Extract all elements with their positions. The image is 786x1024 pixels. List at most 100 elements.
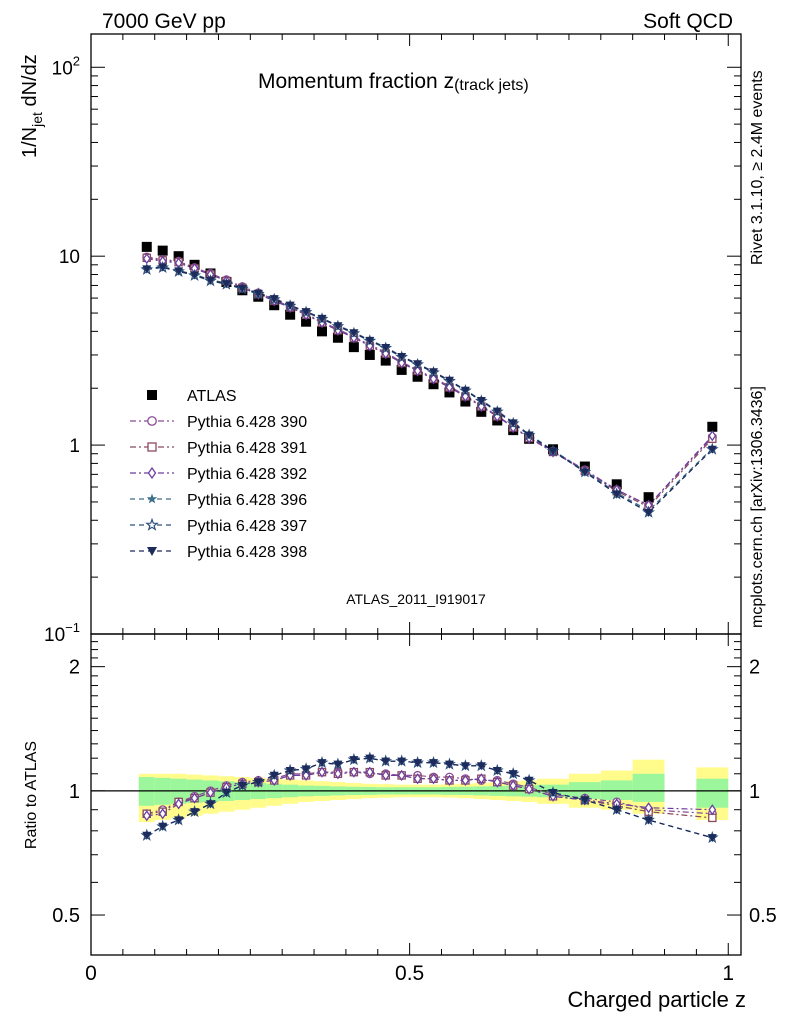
- ratio-y-tick-label-right: 2: [749, 657, 760, 679]
- atlas-data-point: [332, 332, 343, 343]
- atlas-data-point: [348, 342, 359, 353]
- mc-data-point: [365, 336, 375, 345]
- mc-data-point: [285, 301, 295, 310]
- legend-item: Pythia 6.428 397: [130, 517, 307, 535]
- ratio-point: [318, 766, 326, 778]
- ratio-point: [525, 783, 534, 795]
- ratio-point: [333, 768, 342, 780]
- legend-label: Pythia 6.428 397: [187, 518, 307, 535]
- ratio-band-inner: [696, 778, 729, 808]
- legend-item: ATLAS: [147, 388, 237, 405]
- ratio-point: [381, 769, 390, 782]
- ratio-band-inner: [632, 773, 665, 802]
- atlas-data-point: [301, 316, 312, 327]
- legend-item: Pythia 6.428 392: [130, 466, 307, 483]
- legend-item: Pythia 6.428 398: [130, 544, 307, 561]
- mc-data-point: [317, 314, 327, 323]
- ratio-point: [206, 787, 215, 799]
- mc-data-point: [548, 447, 558, 456]
- ratio-point: [158, 808, 167, 820]
- mc-data-point: [142, 265, 152, 274]
- ratio-point: [365, 766, 374, 778]
- atlas-data-point: [157, 245, 168, 256]
- mc-data-point: [381, 344, 391, 353]
- mc-data-point: [301, 308, 311, 317]
- legend-item: Pythia 6.428 396: [130, 492, 307, 509]
- ratio-point: [508, 770, 518, 779]
- x-tick-label: 1: [722, 962, 734, 985]
- side-rivet-label: Rivet 3.1.10, ≥ 2.4M events: [749, 70, 766, 265]
- mc-data-point: [253, 289, 263, 298]
- atlas-data-point: [707, 421, 718, 432]
- mc-data-point: [205, 276, 215, 285]
- y-tick-label: 1: [69, 436, 80, 457]
- analysis-id-label: ATLAS_2011_I919017: [346, 591, 486, 607]
- ratio-point: [158, 822, 168, 831]
- ratio-line: [146, 757, 713, 839]
- mc-data-point: [707, 445, 717, 454]
- ratio-point: [413, 773, 422, 785]
- atlas-data-point: [364, 349, 375, 360]
- mc-data-point: [413, 365, 422, 377]
- atlas-data-point: [412, 371, 423, 382]
- mc-data-point: [429, 368, 439, 377]
- ratio-point: [548, 789, 558, 798]
- mc-data-point: [460, 386, 470, 395]
- atlas-data-point: [173, 251, 184, 262]
- mc-data-point: [397, 353, 407, 362]
- atlas-data-point: [317, 326, 328, 337]
- mc-data-point: [492, 407, 502, 416]
- legend-marker: [147, 390, 157, 400]
- mc-data-point: [445, 381, 454, 394]
- main-frame: [90, 33, 742, 635]
- legend-label: Pythia 6.428 391: [187, 440, 307, 457]
- ratio-point: [190, 808, 200, 817]
- ratio-point: [524, 776, 534, 785]
- ratio-point: [349, 766, 358, 778]
- legend-item: Pythia 6.428 390: [130, 414, 307, 431]
- ratio-point: [190, 792, 199, 804]
- mc-data-point: [269, 295, 279, 304]
- ratio-point: [397, 757, 407, 766]
- ratio-point: [333, 760, 343, 769]
- ratio-point: [302, 769, 311, 782]
- legend-label: Pythia 6.428 390: [187, 414, 307, 431]
- ratio-line: [146, 771, 713, 817]
- mc-data-point: [508, 419, 518, 428]
- header-right: Soft QCD: [643, 10, 733, 33]
- y-tick-label: 10−1: [44, 620, 80, 646]
- ratio-point: [492, 766, 502, 776]
- ratio-point: [317, 759, 327, 768]
- ratio-point: [445, 774, 454, 787]
- ratio-point: [461, 774, 470, 787]
- ratio-point: [174, 798, 183, 810]
- mc-data-point: [444, 376, 454, 385]
- x-axis-label: Charged particle z: [567, 987, 746, 1012]
- ratio-point: [237, 781, 247, 791]
- ratio-y-tick-label-right: 1: [749, 781, 760, 803]
- ratio-point: [476, 762, 486, 771]
- legend-item: Pythia 6.428 391: [130, 440, 307, 457]
- mc-data-point: [221, 280, 231, 289]
- ratio-point: [253, 778, 263, 787]
- ratio-point: [429, 759, 439, 768]
- ratio-point: [644, 816, 654, 825]
- legend-label: ATLAS: [187, 388, 237, 405]
- ratio-point: [477, 773, 486, 785]
- ratio-point: [444, 760, 454, 769]
- legend-marker: [147, 442, 157, 452]
- ratio-point: [174, 816, 184, 825]
- atlas-data-point: [141, 241, 152, 252]
- mc-data-point: [429, 373, 438, 385]
- mc-data-point: [174, 267, 184, 276]
- atlas-data-point: [285, 309, 296, 320]
- ratio-point: [460, 762, 470, 771]
- mc-data-point: [349, 329, 359, 338]
- ratio-point: [580, 796, 590, 805]
- mc-data-point: [612, 490, 622, 499]
- y-tick-label: 10: [59, 247, 80, 268]
- legend-label: Pythia 6.428 398: [187, 544, 307, 561]
- mc-data-point: [644, 508, 654, 517]
- ratio-point: [205, 800, 215, 809]
